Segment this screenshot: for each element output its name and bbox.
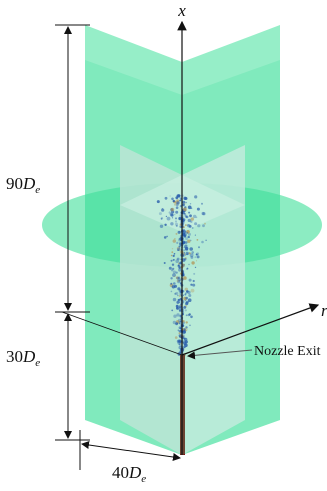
dim-symbol: D [22,347,36,366]
dim-number: 90 [6,174,23,193]
dim-90: 90De [6,174,40,196]
dim-symbol: D [128,463,142,482]
dim-30: 30De [6,347,40,369]
diagram: x r 90De 30De 40De Nozzle Exit [0,0,327,491]
dim-subscript: e [35,184,40,196]
dim-40: 40De [112,463,146,485]
dim-subscript: e [35,357,40,369]
x-label: x [177,1,186,20]
dim-symbol: D [22,174,36,193]
annotation: Nozzle Exit [254,344,321,359]
r-label: r [321,301,327,320]
dim-number: 40 [112,463,129,482]
dim-subscript: e [141,473,146,485]
dim-number: 30 [6,347,23,366]
page: {"axes": {"x_label": "x", "r_label": "r"… [0,0,327,491]
